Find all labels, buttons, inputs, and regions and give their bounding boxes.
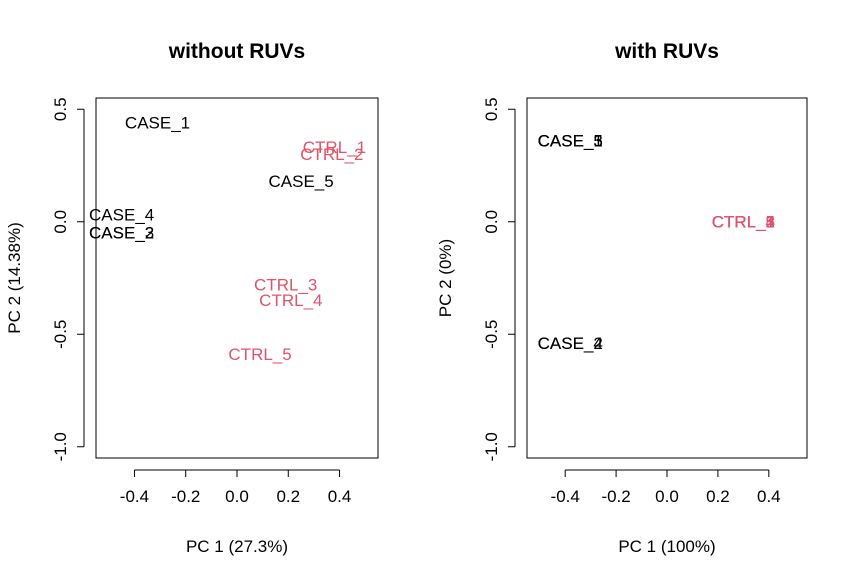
- point-label-case-2: CASE_2: [89, 224, 154, 243]
- y-tick-label: 0.0: [482, 210, 501, 234]
- point-label-ctrl-4: CTRL_4: [259, 291, 322, 310]
- x-tick-label: -0.2: [171, 487, 200, 506]
- point-label-case-4: CASE_4: [538, 334, 603, 353]
- point-label-case-3: CASE_3: [89, 224, 154, 243]
- x-tick-label: -0.2: [601, 487, 630, 506]
- point-label-ctrl-5: CTRL_5: [712, 212, 775, 231]
- x-tick-label: 0.4: [328, 487, 352, 506]
- point-label-ctrl-2: CTRL_2: [712, 212, 775, 231]
- y-tick-label: -0.5: [51, 320, 70, 349]
- y-axis-label: PC 2 (0%): [436, 239, 455, 317]
- y-tick-label: -1.0: [482, 432, 501, 461]
- y-tick-label: -0.5: [482, 320, 501, 349]
- panel-without-ruvs: without RUVs -0.4 -0.2 0.0 0.2 0.4 -1.0 -0.5 0.0…: [5, 40, 379, 556]
- y-tick-label: 0.5: [482, 97, 501, 121]
- y-tick-label: -1.0: [51, 432, 70, 461]
- chart-title: without RUVs: [168, 40, 306, 63]
- point-label-case-1: CASE_1: [125, 113, 190, 132]
- y-tick-label: 0.5: [51, 97, 70, 121]
- point-label-case-4: CASE_4: [89, 206, 154, 225]
- point-label-case-2: CASE_2: [538, 334, 603, 353]
- chart-title: with RUVs: [614, 40, 719, 63]
- x-tick-label: 0.4: [757, 487, 781, 506]
- point-label-ctrl-5: CTRL_5: [228, 345, 291, 364]
- x-tick-label: -0.4: [120, 487, 149, 506]
- plot-frame: [95, 97, 379, 459]
- point-label-ctrl-1: CTRL_1: [712, 212, 775, 231]
- x-axis-label: PC 1 (27.3%): [186, 537, 288, 556]
- x-tick-label: -0.4: [551, 487, 580, 506]
- point-label-ctrl-4: CTRL_4: [712, 212, 775, 231]
- point-label-case-5: CASE_5: [268, 172, 333, 191]
- point-label-ctrl-1: CTRL_1: [303, 138, 366, 157]
- x-tick-label: 0.0: [655, 487, 679, 506]
- y-axis-label: PC 2 (14.38%): [5, 222, 24, 334]
- point-label-ctrl-2: CTRL_2: [300, 145, 363, 164]
- point-label-case-1: CASE_1: [538, 131, 603, 150]
- point-label-ctrl-3: CTRL_3: [254, 275, 317, 294]
- panel-with-ruvs: with RUVs -0.4 -0.2 0.0 0.2 0.4 -1.0 -0.5 0.0 0.5…: [436, 40, 808, 556]
- x-tick-label: 0.2: [276, 487, 300, 506]
- y-tick-label: 0.0: [51, 210, 70, 234]
- x-tick-label: 0.2: [706, 487, 730, 506]
- point-label-case-3: CASE_3: [538, 131, 603, 150]
- x-tick-label: 0.0: [225, 487, 249, 506]
- point-label-case-5: CASE_5: [538, 131, 603, 150]
- point-label-ctrl-3: CTRL_3: [712, 212, 775, 231]
- x-axis-label: PC 1 (100%): [618, 537, 715, 556]
- plot-frame: [526, 97, 808, 459]
